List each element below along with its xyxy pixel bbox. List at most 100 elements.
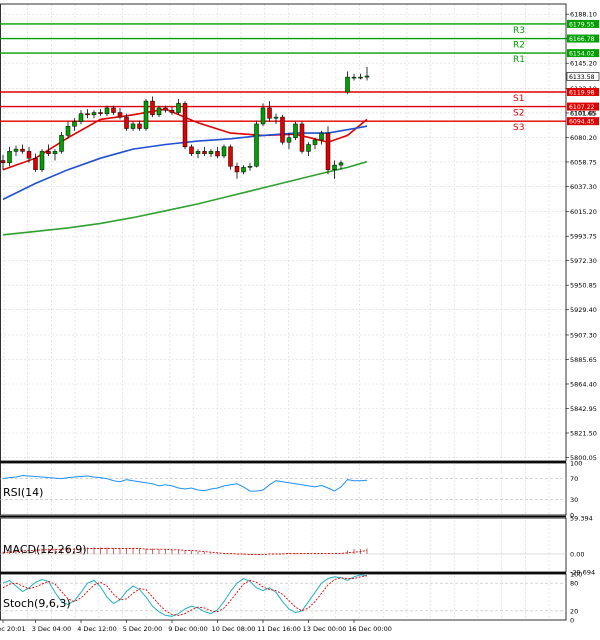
level-price-tag-s2 (567, 102, 599, 111)
macd-axis-label: -29.694 (570, 569, 595, 577)
macd-axis-label: 0.00 (570, 551, 584, 559)
stoch-axis-label: 80 (570, 580, 578, 588)
macd-signal-line (2, 548, 368, 556)
current-price-tag (566, 72, 600, 81)
candle-body (189, 146, 194, 154)
candle-body (176, 103, 181, 113)
candle-body (286, 137, 292, 143)
stoch-signal-line (2, 575, 368, 616)
stoch-axis-label: 100 (570, 571, 582, 579)
level-price-label-r2: 6166.78 (569, 36, 595, 43)
time-axis-label: 13 Dec 00:00 (303, 625, 347, 633)
price-axis-tick-label: 5907.30 (570, 331, 597, 339)
level-name-r2: R2 (513, 41, 525, 51)
level-price-label-s3: 6094.45 (569, 119, 595, 126)
panel-frame (0, 573, 567, 621)
candle-body (7, 151, 12, 164)
panel-frame (0, 3, 567, 462)
candle-body (46, 151, 51, 154)
time-axis-label: 16 Dec 00:00 (348, 625, 392, 633)
panel-frame (0, 462, 567, 516)
candle-body (137, 123, 142, 129)
time-axis-label: 10 Dec 08:00 (212, 625, 256, 633)
candle-body (163, 107, 168, 111)
price-axis-tick-label: 5800.05 (570, 454, 597, 462)
level-price-tag-s1 (567, 87, 599, 96)
candle-body (182, 103, 188, 148)
level-price-tag-r1 (567, 49, 599, 58)
level-price-label-s1: 6119.98 (569, 89, 595, 96)
candle-body (280, 116, 285, 143)
candle-body (39, 151, 45, 170)
candle-body (124, 116, 129, 129)
candle-body (234, 165, 240, 173)
price-axis-tick-label: 5885.65 (570, 356, 597, 364)
candle-body (0, 160, 6, 164)
time-axis-label: 4 Dec 12:00 (77, 625, 117, 633)
time-axis-label: 11 Dec 16:00 (257, 625, 301, 633)
candle-body (325, 132, 331, 170)
macd-title: MACD(12,26,9) (3, 543, 87, 556)
candle-body (26, 151, 32, 159)
candle-body (338, 162, 344, 166)
rsi-title: RSI(14) (3, 486, 43, 499)
price-axis-tick-label: 6188.10 (570, 11, 597, 19)
panel-frame (0, 517, 567, 573)
candle-body (156, 107, 162, 116)
time-axis-label: 2 Dec 20:01 (0, 625, 26, 633)
candle-body (72, 121, 77, 127)
candle-body (150, 100, 155, 116)
price-axis-tick-label: 5972.30 (570, 257, 597, 265)
candle-body (117, 112, 123, 118)
price-axis-tick-label: 6145.20 (570, 60, 597, 68)
stoch-main-line (2, 574, 368, 617)
price-axis-tick-label: 6080.20 (570, 134, 597, 142)
candle-body (143, 100, 149, 129)
level-name-r3: R3 (513, 26, 525, 36)
candle-body (364, 75, 370, 78)
candle-body (254, 123, 259, 167)
candle-body (228, 146, 233, 167)
candle-body (65, 125, 71, 136)
level-name-s2: S2 (513, 109, 524, 119)
level-price-tag-r3 (567, 19, 599, 28)
candle-body (332, 164, 337, 170)
price-axis-tick-label: 5950.85 (570, 282, 597, 290)
candle-body (293, 123, 298, 138)
candle-body (130, 123, 136, 129)
candle-body (20, 148, 25, 152)
price-axis-tick-label: 5864.40 (570, 380, 597, 388)
price-axis-tick-label: 5842.95 (570, 405, 597, 413)
candle-body (241, 167, 246, 173)
level-price-label-r3: 6179.55 (569, 21, 595, 28)
rsi-axis-label: 100 (570, 460, 582, 468)
price-axis-tick-label: 5993.75 (570, 233, 597, 241)
price-axis-tick-label: 6101.65 (570, 109, 597, 117)
candle-body (202, 151, 207, 154)
price-axis-tick-label: 6015.20 (570, 208, 597, 216)
price-axis-tick-label: 6058.75 (570, 158, 597, 166)
level-price-tag-r2 (567, 34, 599, 43)
candle-body (345, 76, 350, 93)
candle-body (260, 107, 266, 125)
candle-body (13, 148, 19, 152)
candle-body (111, 107, 116, 113)
time-axis-label: 5 Dec 20:00 (123, 625, 163, 633)
time-axis-label: 9 Dec 00:00 (168, 625, 208, 633)
candle-body (299, 123, 305, 152)
level-price-tag-s3 (567, 117, 599, 126)
price-axis-tick-label: 5929.40 (570, 306, 597, 314)
candle-body (319, 132, 324, 141)
stoch-title: Stoch(9,6,3) (3, 597, 71, 610)
rsi-axis-label: 70 (570, 475, 578, 483)
candle-body (98, 112, 103, 114)
level-price-label-r1: 6154.02 (569, 51, 595, 58)
candle-body (247, 165, 253, 168)
candle-body (221, 146, 227, 157)
candle-body (215, 151, 220, 157)
extra-price-label: 6101.65 (570, 110, 596, 117)
current-price-label: 6133.58 (569, 74, 595, 81)
candle-body (195, 151, 201, 154)
